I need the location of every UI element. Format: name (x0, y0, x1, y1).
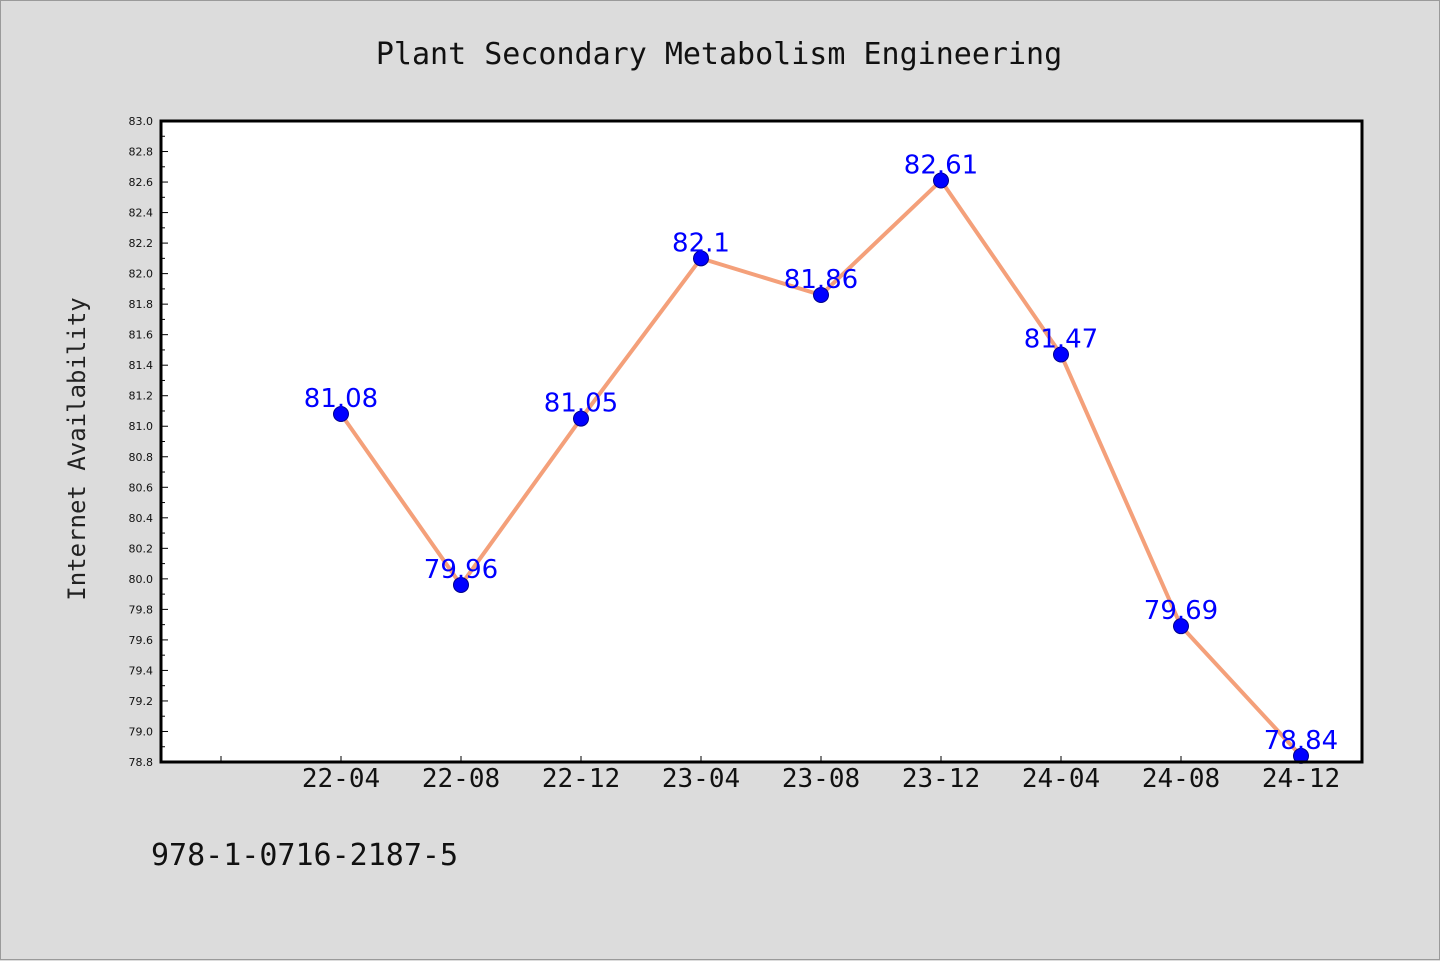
x-tick-label: 22-12 (542, 764, 620, 794)
data-point (693, 250, 709, 267)
x-tick-label: 24-08 (1142, 764, 1220, 794)
data-point (813, 286, 829, 303)
y-tick-label: 80.0 (129, 573, 154, 586)
data-point (933, 172, 949, 189)
data-labels: 81.08 79.96 81.05 82.1 81.86 82.61 81.47 79.69 7… (304, 151, 1338, 756)
data-label: 81.86 (784, 265, 858, 295)
y-axis: 78.8 79.0 79.2 79.4 79.6 79.8 80.0 80.2 80.4 80.6… (129, 115, 168, 769)
y-tick-label: 81.8 (129, 298, 154, 311)
x-tick-label: 23-08 (782, 764, 860, 794)
y-tick-label: 81.2 (129, 390, 154, 403)
x-tick-label: 23-04 (662, 764, 740, 794)
y-tick-label: 79.4 (129, 664, 154, 677)
y-tick-label: 79.0 (129, 725, 154, 738)
data-point (1053, 346, 1069, 363)
y-tick-label: 82.6 (129, 176, 154, 189)
series-line-group (333, 172, 1309, 764)
x-tick-label: 23-12 (902, 764, 980, 794)
data-label: 79.69 (1144, 596, 1218, 626)
y-tick-label: 81.0 (129, 420, 154, 433)
y-tick-label: 79.8 (129, 603, 154, 616)
x-tick-label: 22-04 (302, 764, 380, 794)
y-tick-label: 83.0 (129, 115, 154, 128)
data-point (1173, 618, 1189, 635)
data-label: 81.05 (544, 389, 618, 419)
y-tick-label: 81.4 (129, 359, 154, 372)
y-tick-label: 82.0 (129, 268, 154, 281)
footer-isbn: 978-1-0716-2187-5 (151, 838, 458, 873)
y-tick-label: 82.4 (129, 207, 154, 220)
y-tick-label: 79.2 (129, 695, 154, 708)
data-label: 82.61 (904, 151, 978, 181)
y-tick-label: 78.8 (129, 756, 154, 769)
y-tick-label: 80.8 (129, 451, 154, 464)
y-tick-label: 80.4 (129, 512, 154, 525)
data-label: 78.84 (1264, 726, 1338, 756)
plot-border (159, 119, 1364, 764)
data-point (453, 576, 469, 593)
data-point (333, 406, 349, 423)
y-tick-label: 81.6 (129, 329, 154, 342)
data-point (573, 410, 589, 427)
x-tick-label: 22-08 (422, 764, 500, 794)
y-axis-label: Internet Availability (63, 297, 91, 600)
y-tick-label: 82.2 (129, 237, 154, 250)
y-tick-label: 79.6 (129, 634, 154, 647)
y-tick-label: 80.6 (129, 481, 154, 494)
x-tick-label: 24-04 (1022, 764, 1100, 794)
y-tick-label: 80.2 (129, 542, 154, 555)
y-tick-label: 82.8 (129, 146, 154, 159)
chart-title: Plant Secondary Metabolism Engineering (376, 37, 1062, 72)
plot-area (161, 121, 1362, 762)
data-label: 81.08 (304, 384, 378, 414)
x-axis: 22-04 22-08 22-12 23-04 23-08 23-12 24-04 24-08… (220, 756, 1340, 794)
data-label: 79.96 (424, 555, 498, 585)
data-label: 81.47 (1024, 325, 1098, 355)
data-label: 82.1 (672, 228, 730, 258)
x-tick-label: 24-12 (1262, 764, 1340, 794)
